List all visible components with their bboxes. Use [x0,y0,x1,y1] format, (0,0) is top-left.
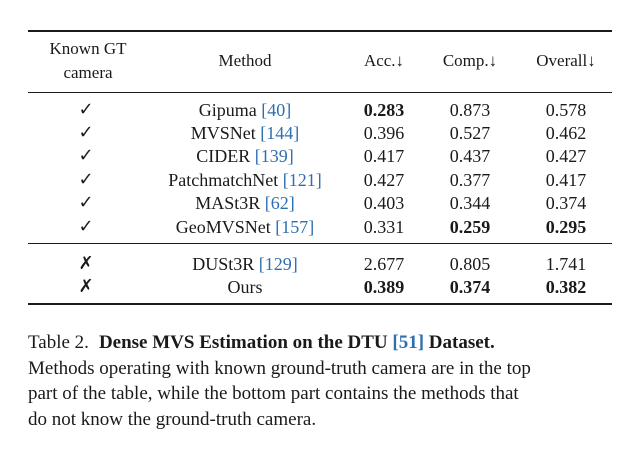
known-camera-check-icon: ✓ [78,216,94,237]
acc-cell: 0.396 [363,123,405,143]
overall-cell: 0.417 [545,170,587,190]
overall-cell: 0.427 [545,146,587,166]
header-overall: Overall↓ [536,51,596,70]
comp-cell: 0.374 [449,277,491,297]
comp-cell: 0.437 [449,146,491,166]
acc-cell: 2.677 [363,254,405,274]
citation-link[interactable]: [40] [261,100,292,120]
method-cell: MVSNet [144] [190,123,300,143]
acc-cell: 0.331 [363,217,405,237]
unknown-camera-cross-icon: ✗ [78,276,94,297]
acc-cell: 0.427 [363,170,405,190]
header-rule [28,92,612,93]
method-cell: MASt3R [62] [195,193,295,213]
known-camera-check-icon: ✓ [78,99,94,120]
caption-title: Dense MVS Estimation on the DTU [51] Dat… [98,332,495,353]
overall-cell: 0.578 [545,100,587,120]
unknown-camera-cross-icon: ✗ [78,253,94,274]
citation-link[interactable]: [139] [254,146,294,166]
table-bottom-rule [28,303,612,305]
caption-title-line: Table 2. Dense MVS Estimation on the DTU … [28,330,618,356]
method-cell: GeoMVSNet [157] [175,217,315,237]
comp-cell: 0.344 [449,193,491,213]
method-cell: CIDER [139] [196,146,294,166]
comp-cell: 0.873 [449,100,491,120]
acc-cell: 0.403 [363,193,405,213]
citation-link[interactable]: [157] [275,217,315,237]
overall-cell: 0.295 [545,217,587,237]
comp-cell: 0.527 [449,123,491,143]
header-method: Method [218,51,272,70]
header-comp: Comp.↓ [442,51,498,70]
known-camera-check-icon: ✓ [78,169,94,190]
acc-cell: 0.417 [363,146,405,166]
caption-label: Table 2. [28,332,89,353]
table-top-rule [28,30,612,32]
caption-line-1: Methods operating with known ground-trut… [28,357,531,379]
comp-cell: 0.805 [449,254,491,274]
header-known-gt-line2: camera [63,63,113,82]
overall-cell: 0.382 [545,277,587,297]
citation-link[interactable]: [62] [264,193,295,213]
known-camera-check-icon: ✓ [78,122,94,143]
citation-link[interactable]: [51] [392,332,425,353]
caption-line-2: part of the table, while the bottom part… [28,383,519,404]
overall-cell: 0.462 [545,123,587,143]
citation-link[interactable]: [121] [282,170,322,190]
overall-cell: 0.374 [545,193,587,213]
comp-cell: 0.377 [449,170,491,190]
acc-cell: 0.389 [363,277,405,297]
overall-cell: 1.741 [545,254,587,274]
header-acc: Acc.↓ [363,51,405,70]
method-cell: PatchmatchNet [121] [168,170,322,190]
known-camera-check-icon: ✓ [78,145,94,166]
header-known-gt-line1: Known GT [49,39,127,58]
comp-cell: 0.259 [449,217,491,237]
group-separator-rule [28,243,612,244]
citation-link[interactable]: [129] [258,254,298,274]
acc-cell: 0.283 [363,100,405,120]
caption-line-3: do not know the ground-truth camera. [28,408,317,430]
method-cell: DUSt3R [129] [192,254,298,274]
known-camera-check-icon: ✓ [78,192,94,213]
table-caption: Table 2. Dense MVS Estimation on the DTU … [28,330,618,432]
method-cell: Gipuma [40] [198,100,292,120]
method-cell: Ours [227,277,263,297]
citation-link[interactable]: [144] [260,123,300,143]
